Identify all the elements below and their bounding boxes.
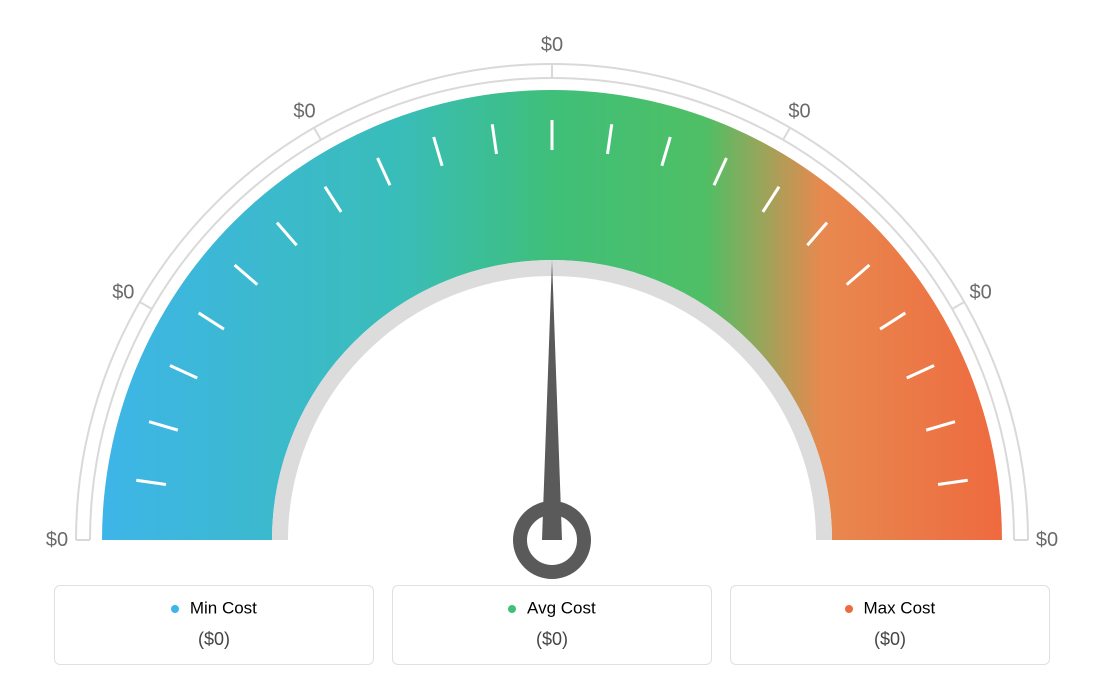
legend-value-max: ($0) [731,629,1049,650]
legend-value-min: ($0) [55,629,373,650]
legend-dot-max [845,605,853,613]
legend-dot-avg [508,605,516,613]
svg-text:$0: $0 [293,100,315,122]
legend-card-avg: Avg Cost ($0) [392,585,712,665]
legend-title-avg: Avg Cost [393,598,711,619]
legend-label-max: Max Cost [863,599,935,618]
gauge-svg: $0 $0 $0 $0 $0 $0 $0 [0,20,1104,590]
legend-card-min: Min Cost ($0) [54,585,374,665]
svg-text:$0: $0 [46,529,68,551]
legend-dot-min [171,605,179,613]
cost-gauge-container: $0 $0 $0 $0 $0 $0 $0 Min Cost ($0) Avg Cost ($… [0,0,1104,690]
legend-label-min: Min Cost [190,599,257,618]
legend-title-max: Max Cost [731,598,1049,619]
legend-title-min: Min Cost [55,598,373,619]
svg-text:$0: $0 [112,282,134,304]
svg-text:$0: $0 [970,282,992,304]
legend-row: Min Cost ($0) Avg Cost ($0) Max Cost ($0… [0,585,1104,665]
gauge-chart: $0 $0 $0 $0 $0 $0 $0 [0,0,1104,570]
svg-text:$0: $0 [788,100,810,122]
legend-label-avg: Avg Cost [527,599,596,618]
svg-text:$0: $0 [541,34,563,56]
svg-text:$0: $0 [1036,529,1058,551]
legend-card-max: Max Cost ($0) [730,585,1050,665]
legend-value-avg: ($0) [393,629,711,650]
